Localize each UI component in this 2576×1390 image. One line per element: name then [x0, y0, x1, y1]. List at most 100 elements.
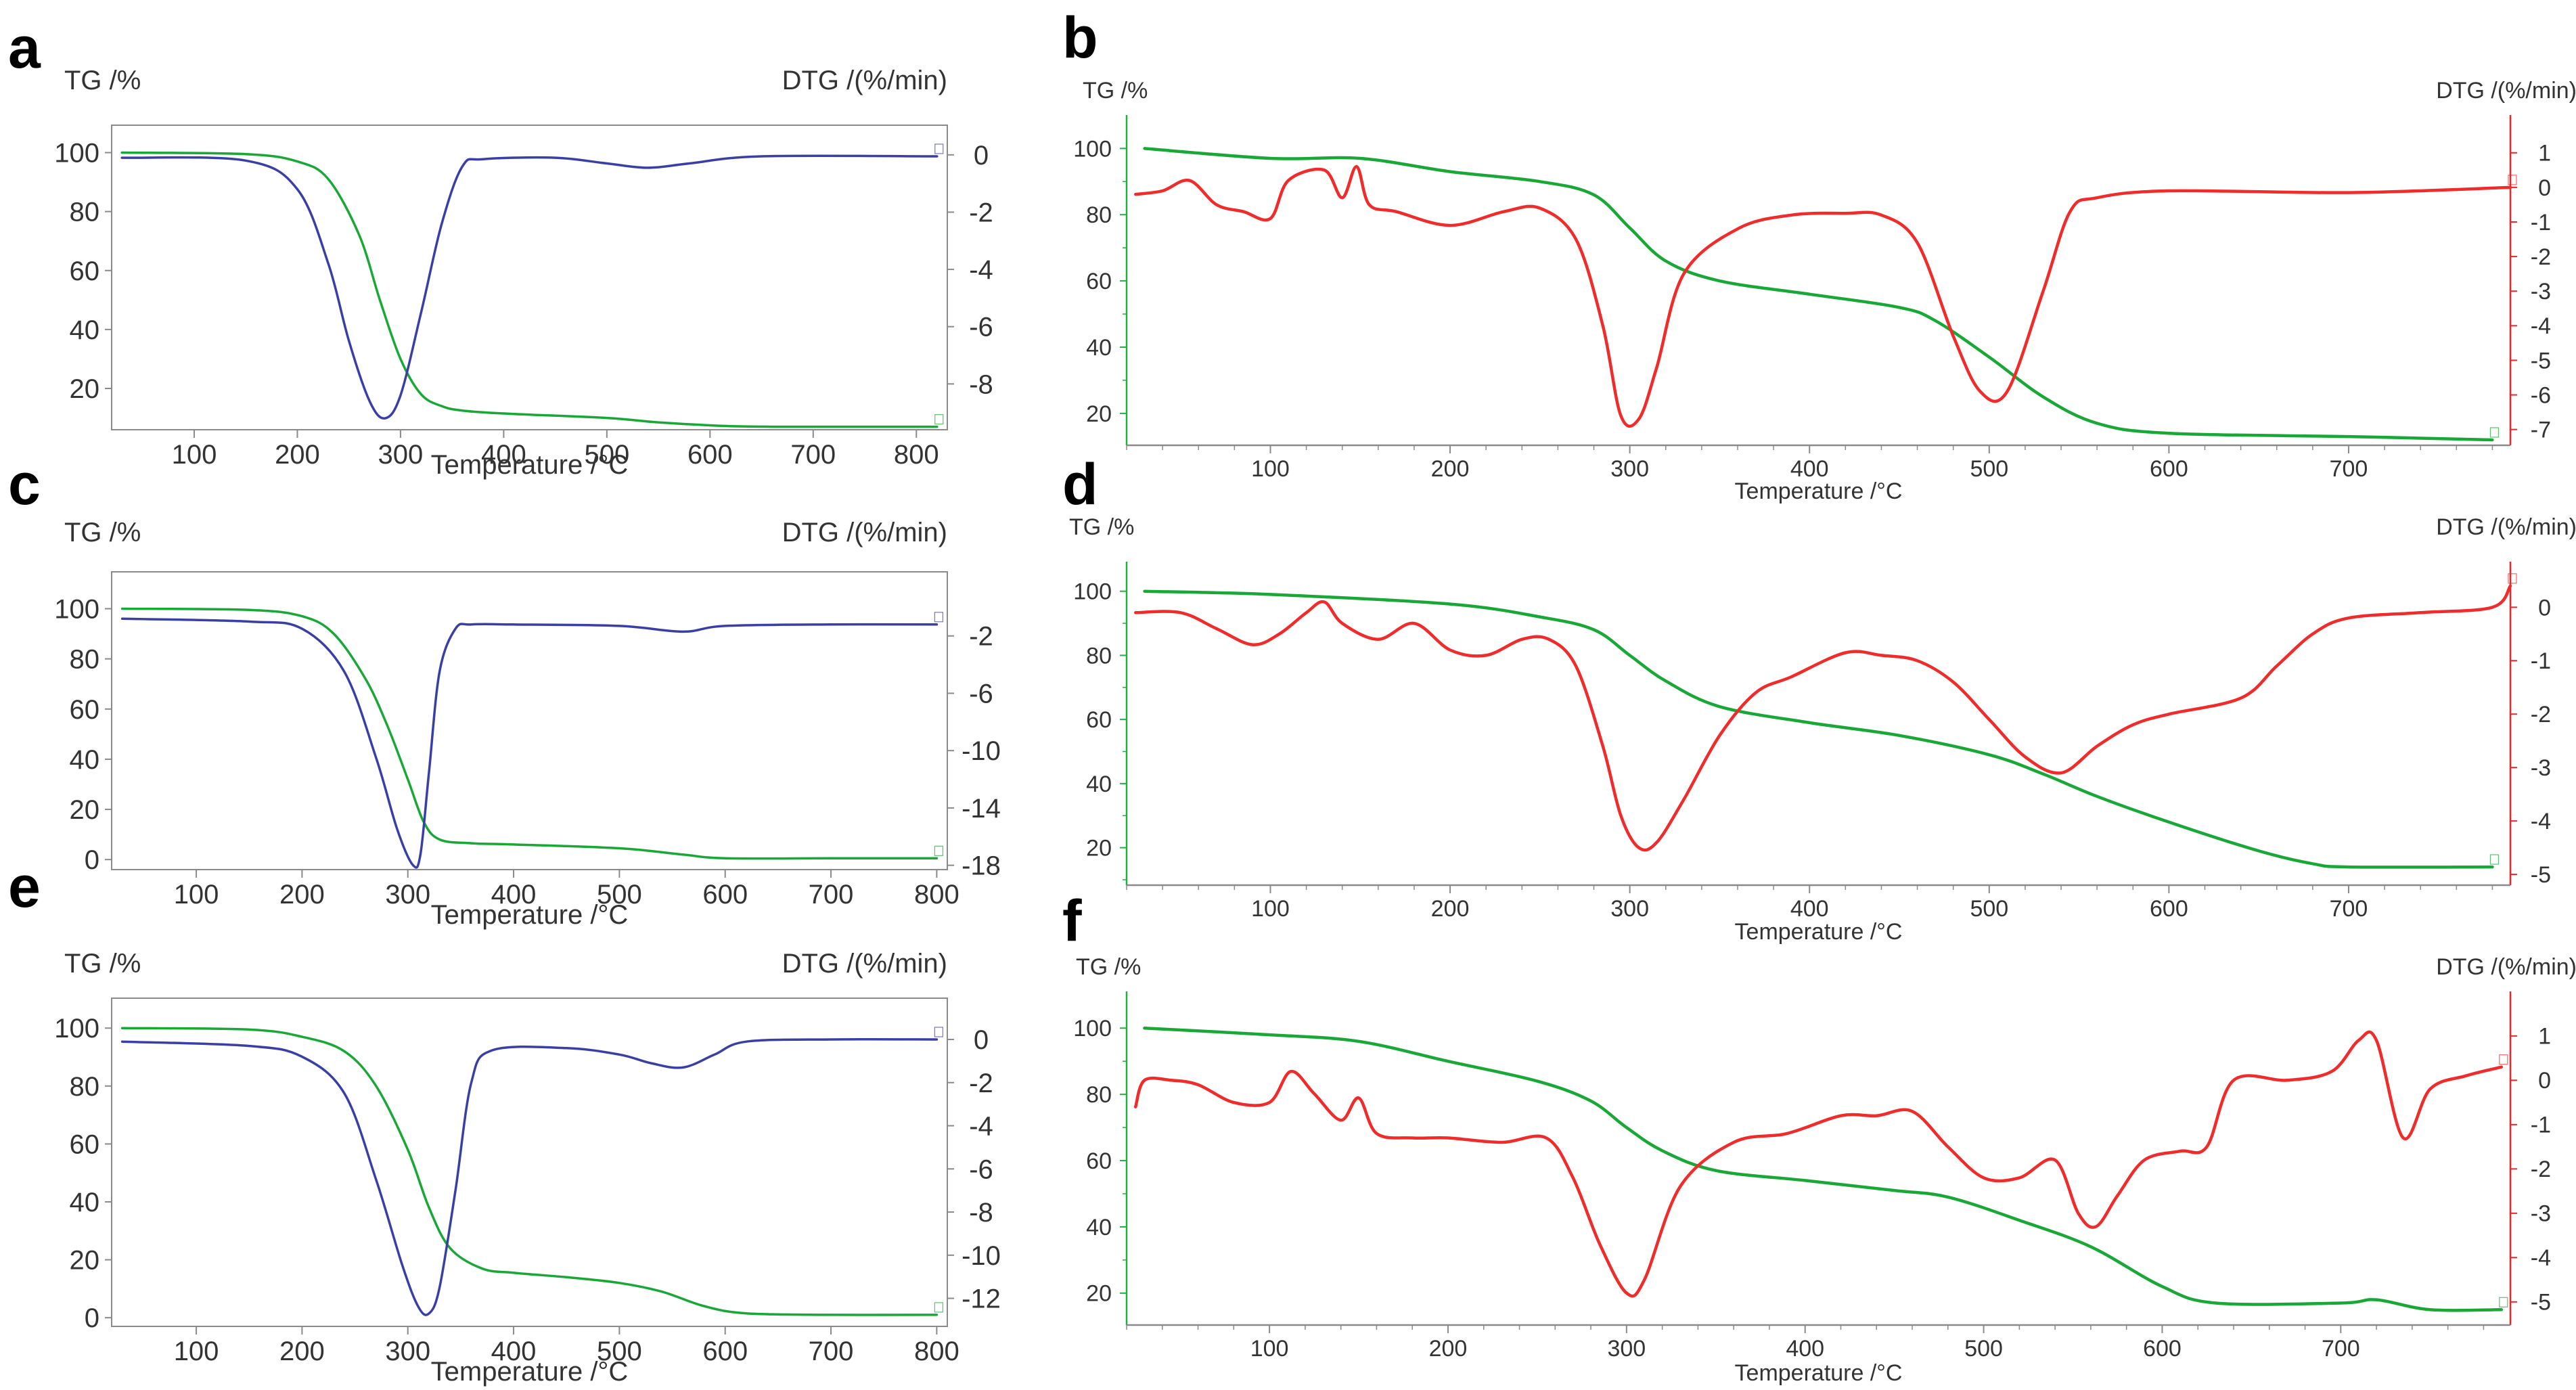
- y-right-tick-label: -2: [969, 1069, 993, 1098]
- series-end-marker: [934, 1302, 943, 1313]
- x-tick-label: 200: [279, 880, 325, 910]
- y-right-tick-label: -7: [2531, 418, 2551, 443]
- y-right-tick-label: -2: [2531, 244, 2551, 270]
- y-left-tick-label: 20: [70, 1246, 100, 1276]
- series-end-marker: [2508, 573, 2517, 584]
- y-right-tick-label: -6: [969, 679, 993, 709]
- series-end-marker: [934, 143, 944, 154]
- y-right-title: DTG /(%/min): [782, 949, 947, 979]
- x-tick-label: 700: [790, 440, 836, 470]
- x-tick-label: 400: [491, 1337, 537, 1366]
- plot-frame: [111, 997, 948, 1327]
- y-left-tick-label: 20: [1086, 836, 1112, 861]
- x-tick-label: 100: [1251, 896, 1290, 922]
- y-left-tick-label: 20: [70, 795, 100, 825]
- series-green-line: [120, 1027, 939, 1316]
- series-end-marker: [934, 845, 943, 856]
- series-green-line: [120, 151, 939, 428]
- plot-frame: [111, 571, 948, 870]
- y-right-tick-label: -8: [969, 1198, 993, 1228]
- y-left-tick-label: 60: [70, 695, 100, 725]
- panel-letter: d: [1062, 452, 1098, 517]
- y-right-tick-label: -1: [2531, 1113, 2551, 1138]
- y-right-tick-label: -2: [2531, 1157, 2551, 1182]
- x-tick-label: 600: [702, 880, 748, 910]
- panel-letter: c: [8, 452, 41, 517]
- y-left-tick-label: 60: [70, 1129, 100, 1159]
- y-left-tick-label: 20: [1086, 401, 1112, 427]
- plot-frame: [111, 125, 948, 430]
- x-tick-label: 600: [2143, 1336, 2182, 1362]
- y-right-tick-label: 0: [2538, 1068, 2551, 1094]
- panel-letter: a: [8, 16, 41, 81]
- y-right-title: DTG /(%/min): [2436, 954, 2576, 980]
- y-right-tick-label: -3: [2531, 1201, 2551, 1227]
- panel-letter: f: [1062, 889, 1082, 954]
- y-left-tick-label: 100: [54, 594, 99, 624]
- x-tick-label: 400: [1790, 456, 1829, 482]
- y-right-tick-label: -14: [962, 794, 1001, 824]
- y-right-tick-label: -6: [2531, 382, 2551, 408]
- x-tick-label: 200: [1429, 1336, 1468, 1362]
- x-tick-label: 300: [385, 880, 430, 910]
- y-right-tick-label: 0: [2538, 175, 2551, 201]
- y-right-tick-label: -1: [2531, 210, 2551, 236]
- y-right-tick-label: -4: [969, 255, 993, 285]
- y-right-tick-label: -10: [962, 736, 1001, 766]
- y-right-tick-label: 1: [2538, 141, 2551, 166]
- x-tick-label: 300: [1610, 896, 1649, 922]
- y-left-title: TG /%: [64, 949, 141, 979]
- series-end-marker: [2508, 175, 2517, 185]
- x-tick-label: 100: [1250, 1336, 1289, 1362]
- y-right-title: DTG /(%/min): [2436, 514, 2576, 540]
- x-axis-title: Temperature /°C: [431, 1357, 629, 1387]
- y-right-tick-label: -8: [969, 369, 993, 399]
- x-tick-label: 300: [1610, 456, 1649, 482]
- series-green-line: [1143, 589, 2494, 869]
- y-right-tick-label: -5: [2531, 1290, 2551, 1316]
- x-tick-label: 800: [914, 880, 959, 910]
- y-right-tick-label: -4: [2531, 809, 2551, 834]
- y-left-tick-label: 60: [1086, 707, 1112, 733]
- x-axis-title: Temperature /°C: [1735, 1360, 1903, 1386]
- series-end-marker: [934, 414, 944, 425]
- y-left-tick-label: 20: [1086, 1281, 1112, 1307]
- series-blue-line: [120, 154, 939, 420]
- x-tick-label: 200: [1431, 456, 1470, 482]
- x-tick-label: 400: [481, 440, 526, 470]
- panel-letter: b: [1062, 5, 1098, 70]
- y-right-tick-label: -6: [969, 313, 993, 342]
- y-left-tick-label: 80: [1086, 202, 1112, 228]
- y-right-tick-label: -5: [2531, 348, 2551, 374]
- x-tick-label: 100: [174, 1337, 219, 1366]
- x-tick-label: 600: [687, 440, 733, 470]
- y-left-tick-label: 0: [85, 845, 99, 875]
- x-tick-label: 800: [894, 440, 939, 470]
- y-right-tick-label: -5: [2531, 862, 2551, 888]
- x-tick-label: 600: [702, 1337, 748, 1366]
- y-left-tick-label: 80: [1086, 643, 1112, 669]
- series-red-line: [1134, 584, 2512, 852]
- x-tick-label: 400: [1790, 896, 1829, 922]
- x-tick-label: 200: [275, 440, 320, 470]
- y-left-title: TG /%: [64, 518, 141, 547]
- series-end-marker: [2489, 427, 2500, 438]
- x-tick-label: 600: [2150, 896, 2188, 922]
- y-right-tick-label: 1: [2538, 1024, 2551, 1050]
- x-axis-title: Temperature /°C: [431, 450, 629, 480]
- y-left-title: TG /%: [1083, 78, 1148, 104]
- y-left-tick-label: 60: [1086, 269, 1112, 294]
- series-red-line: [1134, 164, 2512, 428]
- series-end-marker: [934, 1027, 943, 1037]
- y-right-tick-label: 0: [2538, 595, 2551, 621]
- x-tick-label: 700: [2330, 456, 2368, 482]
- y-left-title: TG /%: [1069, 514, 1134, 540]
- series-green-line: [1143, 147, 2494, 442]
- y-left-tick-label: 40: [1086, 1215, 1112, 1240]
- y-left-tick-label: 0: [85, 1303, 99, 1333]
- y-right-tick-label: -6: [969, 1154, 993, 1184]
- series-blue-line: [120, 1038, 939, 1316]
- y-left-tick-label: 100: [54, 138, 99, 168]
